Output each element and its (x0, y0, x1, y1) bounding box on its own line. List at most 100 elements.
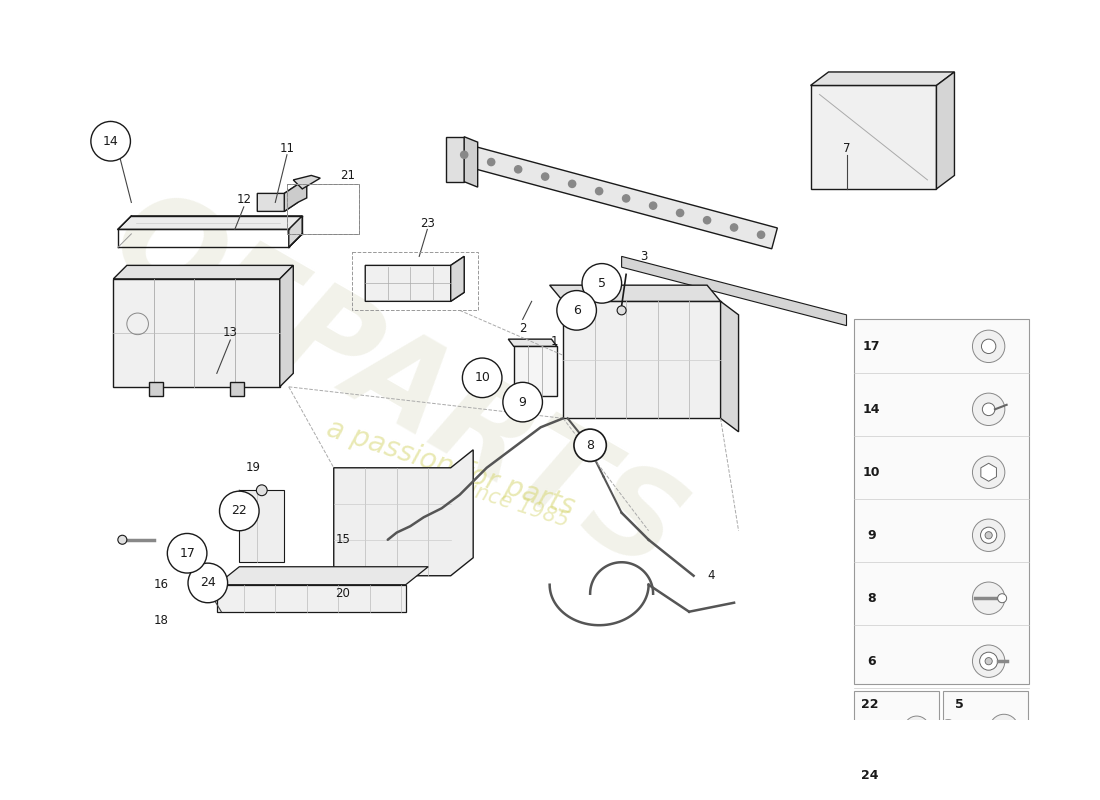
Circle shape (904, 716, 930, 742)
Polygon shape (550, 285, 720, 302)
Text: 7: 7 (843, 142, 850, 155)
Text: 4: 4 (707, 570, 715, 582)
Circle shape (931, 788, 947, 800)
Polygon shape (720, 302, 738, 432)
Circle shape (972, 393, 1004, 426)
Polygon shape (217, 585, 406, 612)
Text: 18: 18 (154, 614, 168, 627)
Polygon shape (294, 175, 320, 189)
Circle shape (972, 330, 1004, 362)
Text: 20: 20 (336, 587, 350, 600)
Circle shape (503, 382, 542, 422)
Polygon shape (230, 382, 244, 396)
Circle shape (980, 527, 997, 543)
Text: 12: 12 (236, 194, 251, 206)
Circle shape (730, 224, 738, 231)
Text: OEPARTS: OEPARTS (91, 176, 702, 598)
Text: 6: 6 (868, 654, 876, 668)
Circle shape (998, 594, 1006, 602)
Polygon shape (811, 86, 936, 189)
Polygon shape (464, 137, 477, 187)
Text: 14: 14 (102, 134, 119, 148)
Polygon shape (279, 266, 294, 387)
Polygon shape (451, 256, 464, 302)
Circle shape (939, 720, 957, 738)
Circle shape (990, 714, 1019, 743)
Circle shape (982, 403, 994, 416)
Circle shape (167, 534, 207, 573)
Circle shape (623, 194, 629, 202)
Circle shape (972, 519, 1004, 551)
Text: since 1985: since 1985 (456, 477, 571, 531)
Polygon shape (811, 72, 955, 86)
Circle shape (574, 429, 606, 462)
Circle shape (462, 358, 502, 398)
Circle shape (984, 532, 992, 539)
Circle shape (188, 563, 228, 602)
Circle shape (541, 173, 549, 180)
Text: 2: 2 (519, 322, 527, 335)
Circle shape (972, 456, 1004, 489)
Circle shape (972, 645, 1004, 678)
Polygon shape (333, 450, 473, 576)
Circle shape (582, 263, 621, 303)
Text: 11: 11 (279, 142, 295, 155)
Circle shape (461, 151, 468, 158)
Text: 21: 21 (340, 169, 354, 182)
Circle shape (980, 652, 998, 670)
Text: 9: 9 (519, 396, 527, 409)
Circle shape (981, 339, 996, 354)
Circle shape (758, 231, 764, 238)
Circle shape (118, 535, 127, 544)
Text: 22: 22 (231, 505, 248, 518)
Circle shape (256, 485, 267, 496)
Text: 8: 8 (586, 438, 594, 452)
Text: 5: 5 (955, 698, 964, 711)
Polygon shape (621, 256, 847, 326)
Text: 6: 6 (573, 304, 581, 317)
Circle shape (998, 722, 1010, 735)
Polygon shape (936, 72, 955, 189)
Text: 13: 13 (223, 326, 238, 339)
Text: a passion for parts: a passion for parts (323, 414, 579, 521)
Polygon shape (508, 339, 557, 346)
Circle shape (487, 158, 495, 166)
Text: 9: 9 (868, 529, 876, 542)
Polygon shape (514, 346, 557, 396)
Text: 19: 19 (245, 462, 261, 474)
Circle shape (984, 658, 992, 665)
Text: 24: 24 (200, 577, 216, 590)
Bar (854, 319, 1030, 684)
Polygon shape (284, 180, 307, 211)
FancyBboxPatch shape (940, 760, 1031, 800)
Circle shape (704, 217, 711, 224)
Circle shape (91, 122, 131, 161)
Circle shape (595, 187, 603, 194)
Text: 24: 24 (861, 769, 879, 782)
Polygon shape (113, 266, 294, 279)
Text: 905 02: 905 02 (950, 794, 1020, 800)
Text: 17: 17 (179, 546, 195, 560)
Text: 22: 22 (861, 698, 879, 711)
Circle shape (676, 210, 684, 217)
Polygon shape (113, 279, 279, 387)
Polygon shape (563, 302, 720, 418)
Circle shape (220, 491, 260, 530)
Text: 10: 10 (864, 466, 880, 478)
Circle shape (515, 166, 521, 173)
Circle shape (569, 180, 575, 187)
Circle shape (557, 290, 596, 330)
Text: 5: 5 (597, 277, 606, 290)
Bar (854, 691, 939, 758)
Polygon shape (217, 566, 428, 585)
Text: 8: 8 (868, 592, 876, 605)
Circle shape (617, 306, 626, 315)
Text: 10: 10 (474, 371, 491, 384)
Polygon shape (448, 141, 778, 249)
Bar (287, 185, 359, 234)
Polygon shape (257, 185, 298, 211)
Polygon shape (118, 216, 303, 230)
Polygon shape (365, 256, 464, 302)
Bar (943, 691, 1028, 758)
Text: 16: 16 (154, 578, 168, 591)
